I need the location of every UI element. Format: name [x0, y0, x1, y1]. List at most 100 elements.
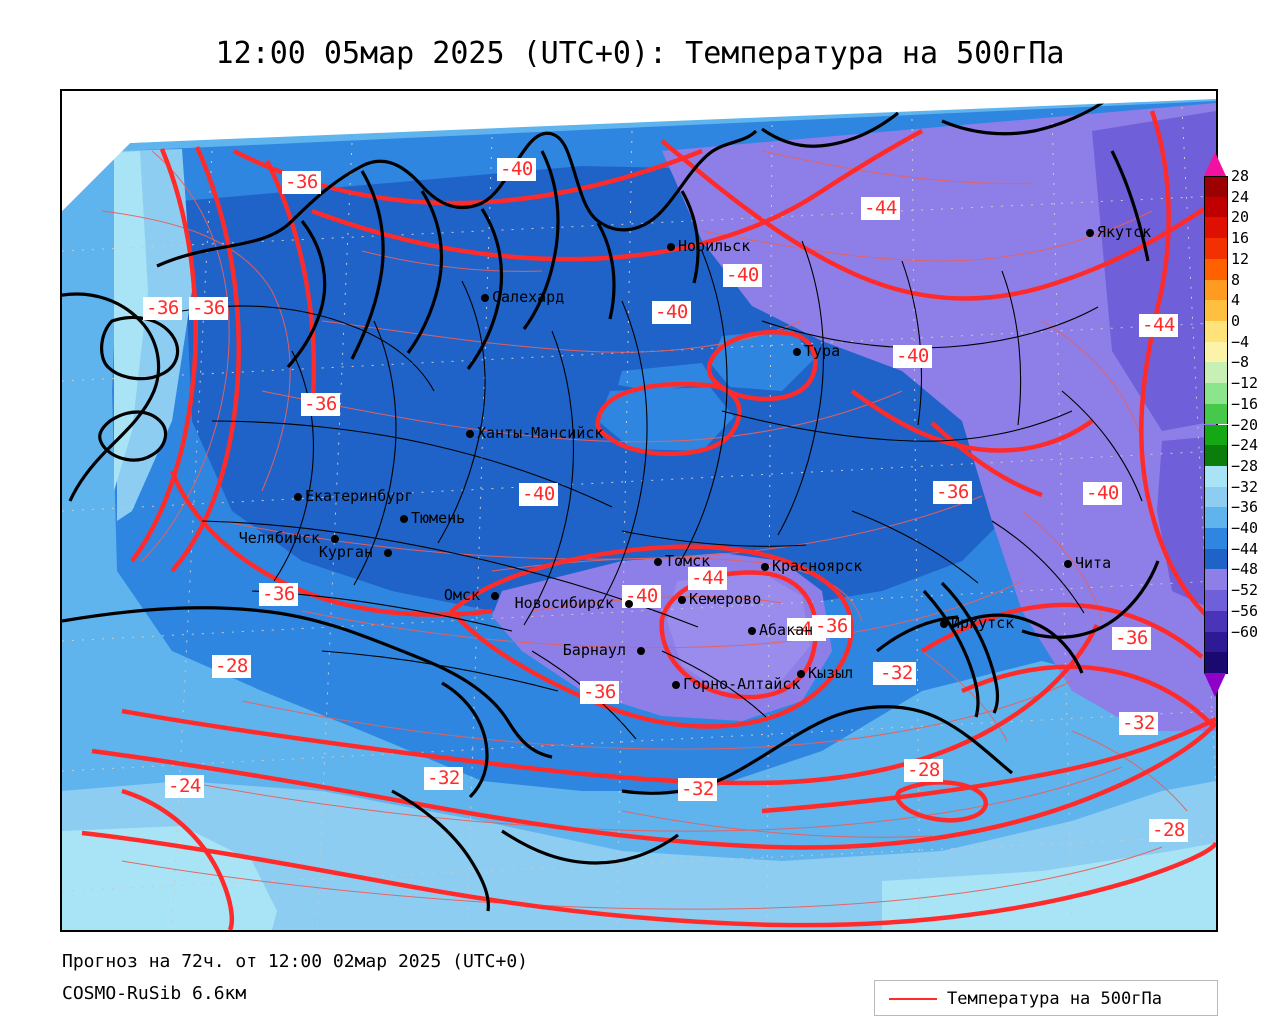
city-label: Екатеринбург	[305, 487, 414, 505]
contour-label: -36	[933, 481, 972, 504]
city-label: Салехард	[492, 288, 565, 306]
city-dot-icon	[1064, 560, 1072, 568]
colorbar-cell	[1204, 258, 1228, 280]
colorbar-tick-label: −12	[1231, 374, 1259, 393]
contour-label: -36	[580, 681, 619, 704]
colorbar-cell	[1204, 300, 1228, 321]
colorbar-cell	[1204, 548, 1228, 570]
contour-label: -32	[424, 767, 463, 790]
colorbar[interactable]	[1204, 176, 1228, 674]
contour-label: -44	[1139, 314, 1178, 337]
colorbar-tick-label: 4	[1231, 291, 1241, 310]
colorbar-cell	[1204, 279, 1228, 301]
colorbar-cell	[1204, 383, 1228, 404]
colorbar-cell	[1204, 486, 1228, 508]
city-dot-icon	[466, 430, 474, 438]
colorbar-tick-label: −32	[1231, 477, 1259, 496]
city-label: Чита	[1075, 554, 1112, 572]
city-label: Ханты-Мансийск	[477, 424, 604, 442]
contour-label: -28	[904, 759, 943, 782]
contour-label: -36	[812, 615, 851, 638]
city-label: Норильск	[678, 237, 751, 255]
colorbar-tick-label: −24	[1231, 436, 1259, 455]
colorbar-cell	[1204, 590, 1228, 611]
contour-label: -36	[1112, 627, 1151, 650]
city-label: Томск	[665, 552, 711, 570]
contour-label: -24	[165, 775, 204, 798]
colorbar-tick-label: −4	[1231, 332, 1250, 351]
city-dot-icon	[491, 592, 499, 600]
colorbar-cell	[1204, 528, 1228, 549]
colorbar-cell	[1204, 362, 1228, 384]
contour-label: -40	[519, 483, 558, 506]
colorbar-tick-label: 28	[1231, 167, 1250, 185]
contour-label: -44	[688, 567, 727, 590]
city-dot-icon	[1086, 229, 1094, 237]
contour-label: -32	[678, 778, 717, 801]
city-dot-icon	[384, 549, 392, 557]
colorbar-over-arrow	[1204, 152, 1226, 176]
contour-label: -36	[282, 171, 321, 194]
city-dot-icon	[940, 620, 948, 628]
colorbar-tick-label: −20	[1231, 415, 1259, 434]
colorbar-cell	[1204, 176, 1228, 198]
city-label: Челябинск	[238, 529, 320, 547]
map-canvas	[62, 91, 1216, 930]
city-label: Абакан	[759, 621, 814, 639]
city-dot-icon	[625, 600, 633, 608]
contour-label: -40	[893, 345, 932, 368]
city-label: Якутск	[1097, 223, 1152, 241]
colorbar-tick-label: 20	[1231, 208, 1250, 227]
contour-label: -28	[212, 655, 251, 678]
colorbar-cell	[1204, 610, 1228, 632]
city-label: Кемерово	[689, 590, 762, 608]
contour-label: -40	[1083, 482, 1122, 505]
colorbar-cell	[1204, 631, 1228, 653]
colorbar-tick-label: −56	[1231, 601, 1259, 620]
colorbar-tick-label: −48	[1231, 560, 1259, 579]
contour-label: -36	[259, 583, 298, 606]
city-dot-icon	[400, 515, 408, 523]
colorbar-cell	[1204, 424, 1228, 446]
colorbar-tick-label: −52	[1231, 581, 1259, 600]
colorbar-under-arrow	[1204, 673, 1226, 697]
city-dot-icon	[294, 493, 302, 501]
city-label: Кызыл	[808, 664, 854, 682]
colorbar-tick-label: −16	[1231, 394, 1259, 413]
city-dot-icon	[678, 596, 686, 604]
city-label: Тюмень	[411, 509, 466, 527]
city-dot-icon	[637, 647, 645, 655]
city-label: Красноярск	[772, 557, 863, 575]
colorbar-tick-label: −28	[1231, 456, 1259, 475]
colorbar-tick-label: 0	[1231, 311, 1241, 330]
city-label: Курган	[318, 543, 373, 561]
contour-label: -36	[143, 297, 182, 320]
colorbar-tick-label: −44	[1231, 539, 1259, 558]
colorbar-cell	[1204, 238, 1228, 259]
contour-label: -36	[189, 297, 228, 320]
colorbar-cell	[1204, 196, 1228, 218]
city-dot-icon	[667, 243, 675, 251]
city-dot-icon	[672, 681, 680, 689]
colorbar-tick-label: 16	[1231, 229, 1250, 248]
colorbar-tick-label: −60	[1231, 622, 1259, 641]
city-label: Омск	[443, 586, 480, 604]
city-dot-icon	[748, 627, 756, 635]
forecast-info-line: Прогноз на 72ч. от 12:00 02мар 2025 (UTC…	[62, 951, 528, 972]
colorbar-cell	[1204, 320, 1228, 342]
weather-map[interactable]	[60, 89, 1218, 932]
colorbar-tick-label: −36	[1231, 498, 1259, 517]
page-title: 12:00 05мар 2025 (UTC+0): Температура на…	[215, 36, 1065, 71]
colorbar-tick-label: −40	[1231, 519, 1259, 538]
contour-label: -32	[1119, 712, 1158, 735]
city-dot-icon	[481, 294, 489, 302]
colorbar-tick-label: 12	[1231, 249, 1250, 268]
city-label: Новосибирск	[514, 594, 614, 612]
legend-line-swatch	[889, 998, 937, 1000]
contour-label: -40	[723, 264, 762, 287]
contour-label: -28	[1149, 819, 1188, 842]
colorbar-cell	[1204, 652, 1228, 674]
legend: Температура на 500гПа	[874, 980, 1218, 1016]
city-label: Горно-Алтайск	[683, 675, 801, 693]
colorbar-cell	[1204, 569, 1228, 591]
